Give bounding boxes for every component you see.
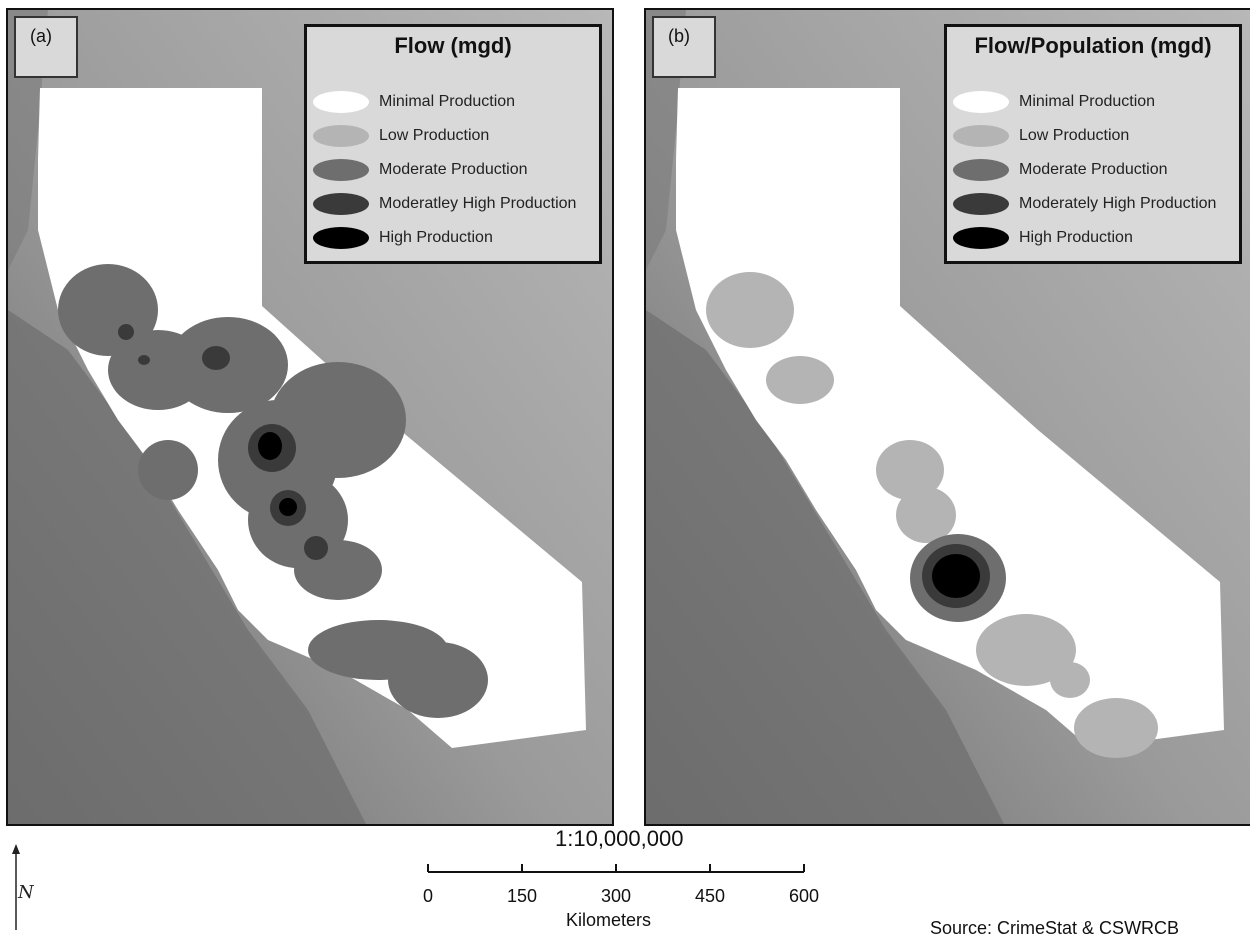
scale-tick-label: 0 [422, 886, 434, 906]
legend: Flow/Population (mgd) Minimal Production… [944, 24, 1242, 264]
legend-label: Low Production [1019, 127, 1130, 144]
state-outline-b [676, 88, 1224, 748]
panel-label: (b) [652, 16, 716, 78]
legend-item: Moderatley High Production [313, 191, 576, 217]
legend-label: Minimal Production [379, 93, 516, 110]
high-production-zones-b [932, 554, 980, 598]
scale-tick-label: 150 [506, 886, 538, 906]
legend-label: Moderately High Production [1019, 195, 1217, 212]
legend-swatch [313, 193, 369, 215]
legend-swatch [953, 91, 1009, 113]
map-panel-b: (b) Flow/Population (mgd) Minimal Produc… [644, 8, 1250, 826]
legend-item: Moderately High Production [953, 191, 1216, 217]
source-credit: Source: CrimeStat & CSWRCB [930, 918, 1180, 938]
legend-item: Low Production [313, 123, 489, 149]
svg-text:N: N [17, 882, 34, 903]
legend-label: High Production [379, 229, 493, 246]
legend-label: Moderate Production [1019, 161, 1168, 178]
map-panel-a: (a) Flow (mgd) Minimal Production Low Pr… [6, 8, 614, 826]
legend: Flow (mgd) Minimal Production Low Produc… [304, 24, 602, 264]
legend-label: Minimal Production [1019, 93, 1156, 110]
legend-item: Low Production [953, 123, 1129, 149]
legend-item: Moderate Production [313, 157, 528, 183]
scale-tick-label: 450 [694, 886, 726, 906]
legend-swatch [953, 159, 1009, 181]
legend-swatch [313, 159, 369, 181]
legend-label: High Production [1019, 229, 1133, 246]
legend-item: Minimal Production [953, 89, 1155, 115]
scale-ratio: 1:10,000,000 [555, 826, 684, 851]
legend-swatch [953, 193, 1009, 215]
legend-swatch [313, 227, 369, 249]
legend-swatch [313, 91, 369, 113]
north-arrow-icon: N [12, 844, 34, 930]
legend-label: Low Production [379, 127, 490, 144]
high-production-zones-a [258, 432, 297, 516]
legend-label: Moderate Production [379, 161, 528, 178]
legend-item: High Production [313, 225, 493, 251]
scale-units: Kilometers [566, 910, 652, 930]
low-production-zones-b [706, 272, 1158, 758]
legend-item: Minimal Production [313, 89, 515, 115]
legend-swatch [953, 227, 1009, 249]
legend-item: High Production [953, 225, 1133, 251]
panel-label: (a) [14, 16, 78, 78]
legend-title: Flow/Population (mgd) [974, 33, 1212, 58]
scale-tick-label: 600 [788, 886, 820, 906]
legend-swatch [953, 125, 1009, 147]
legend-swatch [313, 125, 369, 147]
scale-tick-label: 300 [600, 886, 632, 906]
legend-item: Moderate Production [953, 157, 1168, 183]
legend-label: Moderatley High Production [379, 195, 577, 212]
scale-bar [427, 864, 805, 873]
legend-title: Flow (mgd) [394, 33, 512, 58]
